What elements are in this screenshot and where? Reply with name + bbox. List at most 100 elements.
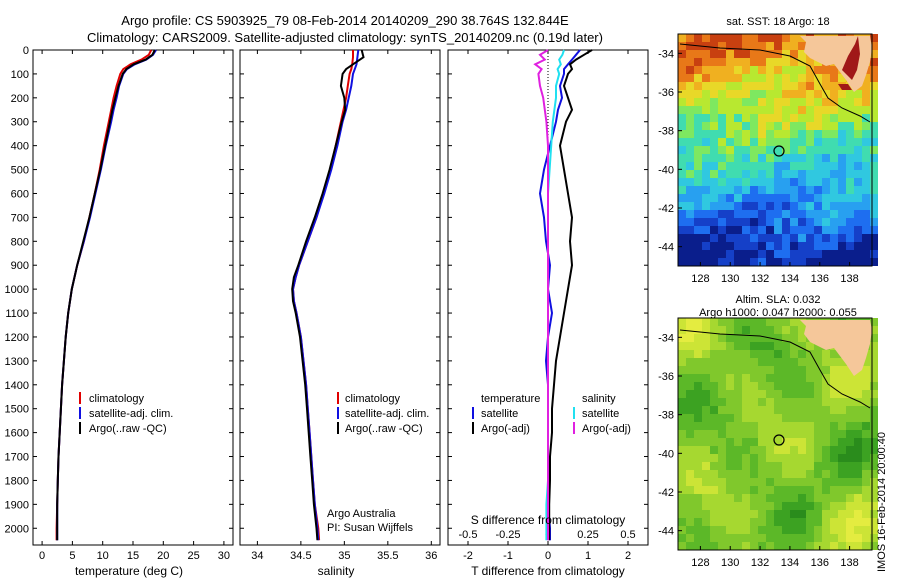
sst-cell	[750, 82, 758, 90]
sst-cell	[822, 202, 830, 210]
sst-cell	[734, 42, 742, 50]
temperature-xlabel: temperature (deg C)	[75, 564, 183, 578]
sst-cell	[726, 250, 734, 258]
sst-cell	[750, 130, 758, 138]
sst-cell	[782, 186, 790, 194]
sla-cell	[790, 534, 798, 542]
sst-cell	[870, 258, 878, 266]
sla-cell	[862, 494, 870, 502]
sla-cell	[766, 350, 774, 358]
sst-cell	[758, 90, 766, 98]
sst-cell	[710, 186, 718, 194]
sst-cell	[862, 250, 870, 258]
sst-cell	[782, 154, 790, 162]
sla-cell	[814, 470, 822, 478]
sst-cell	[814, 242, 822, 250]
sst-cell	[686, 258, 694, 266]
sst-cell	[822, 122, 830, 130]
sla-cell	[678, 478, 686, 486]
sla-cell	[798, 414, 806, 422]
sst-cell	[702, 50, 710, 58]
sla-cell	[742, 446, 750, 454]
sst-cell	[766, 90, 774, 98]
sst-cell	[686, 106, 694, 114]
sla-cell	[838, 478, 846, 486]
sla-cell	[694, 430, 702, 438]
sla-cell	[782, 510, 790, 518]
sla-cell	[814, 430, 822, 438]
x-tick-label: 25	[187, 550, 199, 562]
sla-cell	[830, 494, 838, 502]
sla-cell	[862, 382, 870, 390]
sla-cell	[846, 518, 854, 526]
sst-cell	[774, 58, 782, 66]
sst-cell	[854, 202, 862, 210]
legend-t-argo-label: Argo(-adj)	[481, 423, 530, 435]
sla-cell	[758, 430, 766, 438]
sst-cell	[838, 186, 846, 194]
sst-cell	[782, 218, 790, 226]
sst-cell	[678, 154, 686, 162]
sst-cell	[686, 234, 694, 242]
sla-cell	[686, 326, 694, 334]
sst-cell	[782, 90, 790, 98]
sla-cell	[758, 438, 766, 446]
sst-cell	[846, 226, 854, 234]
sla-cell	[774, 542, 782, 550]
sst-cell	[686, 202, 694, 210]
sst-cell	[694, 194, 702, 202]
sla-cell	[790, 334, 798, 342]
sla-cell	[774, 478, 782, 486]
sst-cell	[870, 82, 878, 90]
sla-cell	[678, 374, 686, 382]
sla-cell	[846, 478, 854, 486]
sst-cell	[758, 138, 766, 146]
sst-cell	[814, 82, 822, 90]
sst-cell	[822, 194, 830, 202]
sla-cell	[702, 398, 710, 406]
sst-cell	[806, 138, 814, 146]
sst-cell	[782, 66, 790, 74]
sla-cell	[750, 478, 758, 486]
sla-cell	[766, 398, 774, 406]
sst-cell	[726, 186, 734, 194]
sla-cell	[806, 470, 814, 478]
sst-cell	[734, 162, 742, 170]
sst-cell	[838, 74, 846, 82]
sla-cell	[774, 430, 782, 438]
sst-cell	[758, 146, 766, 154]
sla-cell	[686, 494, 694, 502]
sst-cell	[862, 226, 870, 234]
sst-cell	[758, 186, 766, 194]
depth-tick-label: 700	[11, 212, 29, 224]
sst-cell	[838, 162, 846, 170]
sla-cell	[702, 494, 710, 502]
sla-cell	[750, 382, 758, 390]
sst-cell	[718, 258, 726, 266]
sla-cell	[726, 382, 734, 390]
sst-cell	[766, 218, 774, 226]
s-tick-label: 0.5	[620, 529, 635, 541]
sst-cell	[710, 66, 718, 74]
sla-cell	[742, 510, 750, 518]
sla-cell	[694, 542, 702, 550]
sla-cell	[822, 366, 830, 374]
sla-cell	[718, 526, 726, 534]
sst-cell	[814, 90, 822, 98]
lat-tick-label: -34	[658, 48, 674, 60]
sla-cell	[686, 390, 694, 398]
sla-cell	[742, 454, 750, 462]
sla-cell	[838, 366, 846, 374]
sst-cell	[766, 66, 774, 74]
sst-cell	[710, 146, 718, 154]
legend-satellite-label: satellite-adj. clim.	[345, 408, 429, 420]
sst-cell	[678, 250, 686, 258]
sla-cell	[726, 326, 734, 334]
temperature-axis: 0 5 10 15 20 25 30	[39, 50, 230, 562]
sst-cell	[686, 82, 694, 90]
sla-cell	[838, 406, 846, 414]
sla-cell	[822, 350, 830, 358]
sla-cell	[750, 398, 758, 406]
sla-cell	[686, 526, 694, 534]
sla-cell	[758, 534, 766, 542]
